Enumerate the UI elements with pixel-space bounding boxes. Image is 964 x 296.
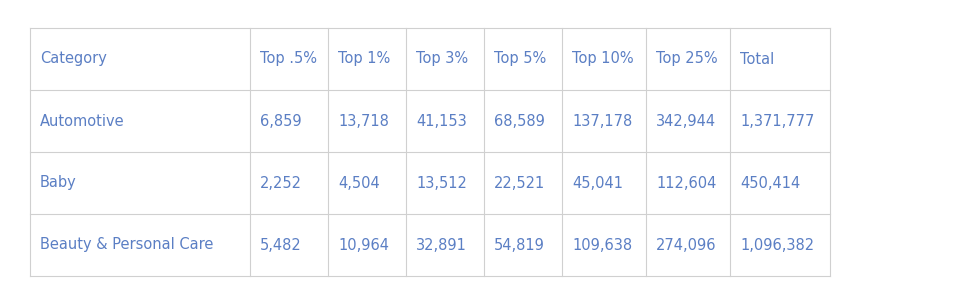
Text: Total: Total (740, 52, 774, 67)
Text: Top 5%: Top 5% (494, 52, 547, 67)
Text: 2,252: 2,252 (260, 176, 302, 191)
Text: 6,859: 6,859 (260, 113, 302, 128)
Text: Top .5%: Top .5% (260, 52, 317, 67)
Text: 45,041: 45,041 (572, 176, 623, 191)
Text: 274,096: 274,096 (656, 237, 716, 252)
Text: 13,512: 13,512 (416, 176, 467, 191)
Text: Top 3%: Top 3% (416, 52, 469, 67)
Text: 342,944: 342,944 (656, 113, 716, 128)
Text: 13,718: 13,718 (338, 113, 388, 128)
Text: 54,819: 54,819 (494, 237, 545, 252)
Text: 22,521: 22,521 (494, 176, 546, 191)
Text: 10,964: 10,964 (338, 237, 389, 252)
Text: 450,414: 450,414 (740, 176, 800, 191)
Text: 112,604: 112,604 (656, 176, 716, 191)
Text: Top 1%: Top 1% (338, 52, 390, 67)
Text: 41,153: 41,153 (416, 113, 467, 128)
Text: 5,482: 5,482 (260, 237, 302, 252)
Text: 1,096,382: 1,096,382 (740, 237, 815, 252)
Text: Beauty & Personal Care: Beauty & Personal Care (40, 237, 213, 252)
Text: 109,638: 109,638 (572, 237, 632, 252)
Text: 1,371,777: 1,371,777 (740, 113, 815, 128)
Text: Top 25%: Top 25% (656, 52, 717, 67)
Text: Category: Category (40, 52, 107, 67)
Text: 137,178: 137,178 (572, 113, 632, 128)
Text: Top 10%: Top 10% (572, 52, 633, 67)
Text: Baby: Baby (40, 176, 77, 191)
Text: 32,891: 32,891 (416, 237, 467, 252)
Text: 68,589: 68,589 (494, 113, 545, 128)
Text: 4,504: 4,504 (338, 176, 380, 191)
Text: Automotive: Automotive (40, 113, 124, 128)
